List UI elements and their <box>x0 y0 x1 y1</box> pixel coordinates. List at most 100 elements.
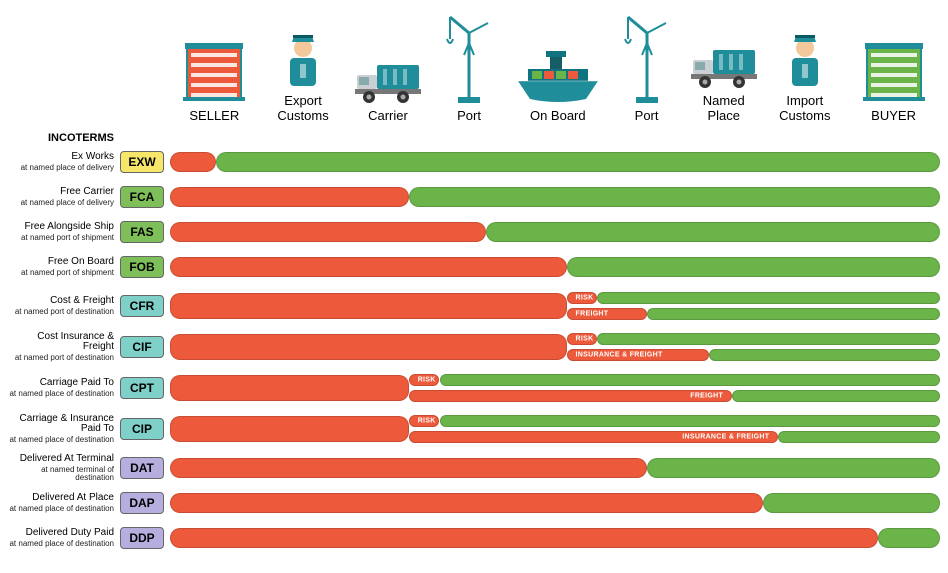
incoterm-row-cif: Cost Insurance & Freight at named port o… <box>8 332 940 362</box>
incoterm-row-cfr: Cost & Freight at named port of destinat… <box>8 291 940 321</box>
bar-segment: RISK <box>409 374 440 386</box>
stage-label: Carrier <box>368 109 408 124</box>
bar-segment <box>486 222 940 242</box>
code-badge-fob: FOB <box>120 256 164 278</box>
truck-icon <box>689 10 759 90</box>
bar-zone <box>170 491 940 515</box>
bar-segment <box>440 374 941 386</box>
building-green-icon <box>861 25 927 105</box>
bar-zone <box>170 526 940 550</box>
row-desc: Ex Works at named place of delivery <box>8 152 120 172</box>
crane-icon <box>622 25 672 105</box>
row-sub: at named place of destination <box>8 540 114 548</box>
ship-icon <box>510 25 606 105</box>
code-badge-dap: DAP <box>120 492 164 514</box>
crane-icon <box>444 25 494 105</box>
bar-segment <box>647 308 940 320</box>
row-name: Free Carrier <box>8 187 114 197</box>
stage-carrier: Carrier <box>346 10 431 124</box>
bar-segment <box>170 257 567 277</box>
bar-segment <box>763 493 940 513</box>
bar-segment: INSURANCE & FREIGHT <box>409 431 779 443</box>
bar-segment <box>216 152 940 172</box>
row-name: Free On Board <box>8 257 114 267</box>
bar-segment: FREIGHT <box>409 390 732 402</box>
bar-segment: INSURANCE & FREIGHT <box>567 349 709 361</box>
row-sub: at named place of delivery <box>8 164 114 172</box>
code-badge-cpt: CPT <box>120 377 164 399</box>
stage-label: ImportCustoms <box>779 94 830 124</box>
officer-icon <box>782 10 828 90</box>
code-badge-exw: EXW <box>120 151 164 173</box>
stage-onboard: On Board <box>508 10 608 124</box>
row-name: Cost Insurance & Freight <box>8 332 114 352</box>
stage-label: ExportCustoms <box>277 94 328 124</box>
stage-port2: Port <box>608 10 685 124</box>
bar-segment: RISK <box>409 415 440 427</box>
split-bars: RISK INSURANCE & FREIGHT <box>170 414 940 444</box>
row-sub: at named place of delivery <box>8 199 114 207</box>
stage-label: Port <box>635 109 659 124</box>
bar-segment <box>567 257 940 277</box>
row-desc: Delivered At Terminal at named terminal … <box>8 454 120 482</box>
split-bars: RISK FREIGHT <box>170 291 940 321</box>
stage-label: NamedPlace <box>703 94 745 124</box>
bar-segment <box>170 458 647 478</box>
row-desc: Free Alongside Ship at named port of shi… <box>8 222 120 242</box>
stage-port1: Port <box>430 10 507 124</box>
bar-segment: RISK <box>567 333 598 345</box>
code-badge-cif: CIF <box>120 336 164 358</box>
row-sub: at named port of shipment <box>8 234 114 242</box>
officer-icon <box>280 10 326 90</box>
code-badge-fca: FCA <box>120 186 164 208</box>
incoterms-diagram: SELLER ExportCustoms Carrier <box>0 0 948 573</box>
split-bars: RISK INSURANCE & FREIGHT <box>170 332 940 362</box>
row-sub: at named place of destination <box>8 505 114 513</box>
stage-label: SELLER <box>189 109 239 124</box>
incoterm-row-exw: Ex Works at named place of delivery EXW <box>8 150 940 174</box>
stage-header: SELLER ExportCustoms Carrier <box>8 4 940 124</box>
stage-label: BUYER <box>871 109 916 124</box>
row-name: Free Alongside Ship <box>8 222 114 232</box>
bar-segment: FREIGHT <box>567 308 648 320</box>
code-badge-dat: DAT <box>120 457 164 479</box>
row-name: Delivered At Place <box>8 493 114 503</box>
row-sub: at named place of destination <box>8 436 114 444</box>
bar-segment: RISK <box>567 292 598 304</box>
bar-zone: RISK FREIGHT <box>170 291 940 321</box>
building-orange-icon <box>181 25 247 105</box>
bar-segment <box>732 390 940 402</box>
row-sub: at named port of destination <box>8 308 114 316</box>
stage-label: On Board <box>530 109 586 124</box>
bar-segment <box>647 458 940 478</box>
stage-seller: SELLER <box>168 10 261 124</box>
row-sub: at named port of destination <box>8 354 114 362</box>
bar-segment <box>709 349 940 361</box>
bar-segment <box>597 292 940 304</box>
split-bars: RISK FREIGHT <box>170 373 940 403</box>
row-desc: Carriage Paid To at named place of desti… <box>8 378 120 398</box>
bar-zone <box>170 150 940 174</box>
code-badge-fas: FAS <box>120 221 164 243</box>
row-desc: Carriage & Insurance Paid To at named pl… <box>8 414 120 444</box>
incoterm-row-ddp: Delivered Duty Paid at named place of de… <box>8 526 940 550</box>
bar-segment <box>878 528 940 548</box>
row-name: Cost & Freight <box>8 296 114 306</box>
incoterm-row-cpt: Carriage Paid To at named place of desti… <box>8 373 940 403</box>
stage-exp_cust: ExportCustoms <box>261 10 346 124</box>
row-sub: at named place of destination <box>8 390 114 398</box>
row-desc: Delivered At Place at named place of des… <box>8 493 120 513</box>
row-name: Ex Works <box>8 152 114 162</box>
code-badge-cip: CIP <box>120 418 164 440</box>
stage-buyer: BUYER <box>847 10 940 124</box>
stage-imp_cust: ImportCustoms <box>762 10 847 124</box>
section-title: INCOTERMS <box>48 132 940 144</box>
bar-segment <box>170 528 878 548</box>
code-badge-ddp: DDP <box>120 527 164 549</box>
stage-label: Port <box>457 109 481 124</box>
incoterm-row-fca: Free Carrier at named place of delivery … <box>8 185 940 209</box>
row-name: Delivered At Terminal <box>8 454 114 464</box>
row-name: Carriage Paid To <box>8 378 114 388</box>
row-name: Delivered Duty Paid <box>8 528 114 538</box>
incoterm-row-dat: Delivered At Terminal at named terminal … <box>8 456 940 480</box>
